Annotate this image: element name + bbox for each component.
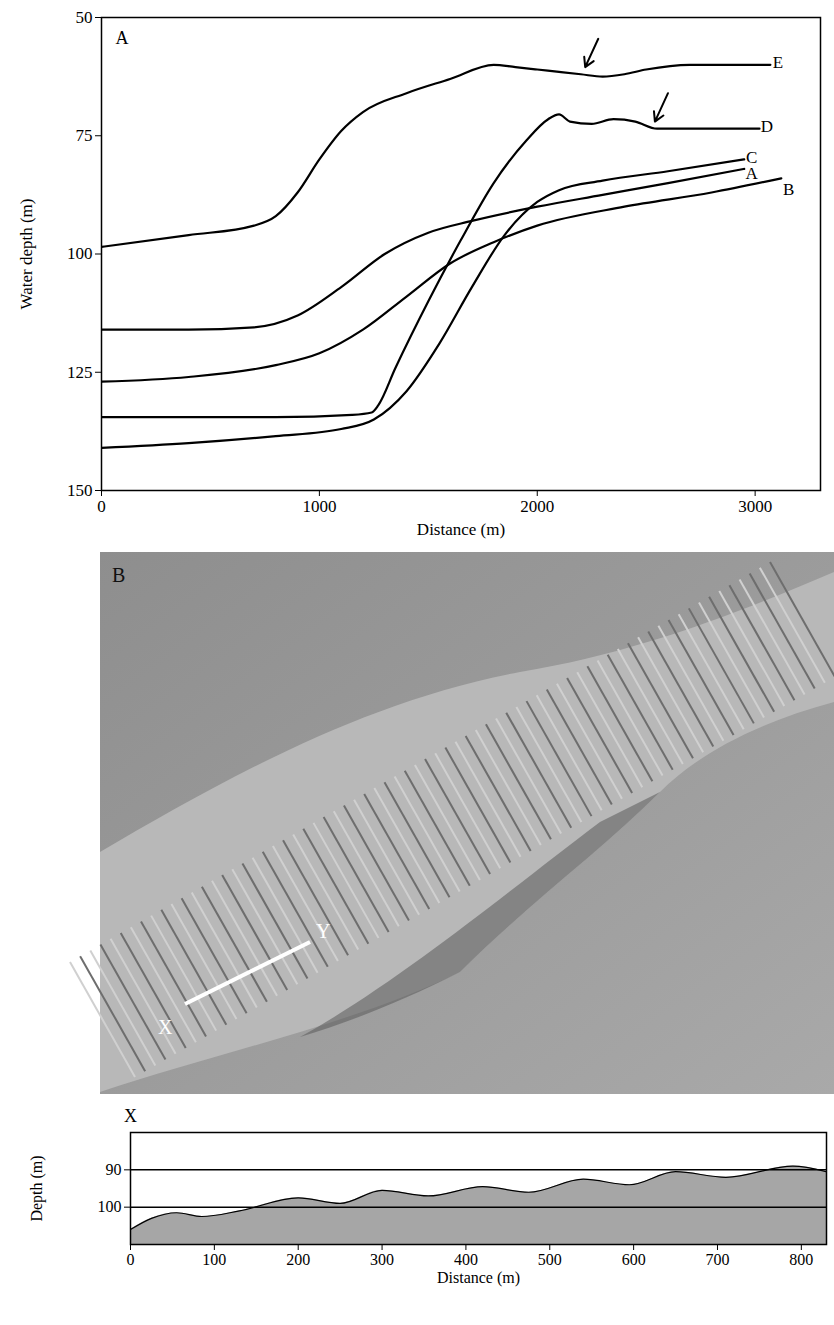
svg-text:Depth (m): Depth (m) [28, 1155, 46, 1221]
svg-text:200: 200 [286, 1251, 310, 1268]
svg-text:X: X [158, 1016, 173, 1038]
svg-text:500: 500 [538, 1251, 562, 1268]
svg-text:Water depth (m): Water depth (m) [17, 199, 36, 310]
svg-text:75: 75 [76, 126, 93, 145]
svg-text:800: 800 [789, 1251, 813, 1268]
svg-text:3000: 3000 [738, 497, 772, 516]
svg-text:100: 100 [202, 1251, 226, 1268]
svg-text:150: 150 [67, 481, 93, 500]
svg-text:0: 0 [97, 497, 106, 516]
svg-text:100: 100 [67, 244, 93, 263]
svg-text:E: E [773, 53, 783, 72]
svg-text:Y: Y [316, 920, 330, 942]
svg-text:X: X [124, 1106, 137, 1126]
svg-text:90: 90 [106, 1161, 122, 1178]
svg-text:50: 50 [76, 8, 93, 27]
svg-text:C: C [746, 147, 758, 167]
svg-text:A: A [116, 28, 129, 48]
svg-text:D: D [761, 117, 773, 136]
svg-text:B: B [783, 180, 794, 199]
svg-text:1000: 1000 [302, 497, 336, 516]
svg-text:Distance (m): Distance (m) [437, 1269, 520, 1287]
svg-text:125: 125 [67, 363, 93, 382]
svg-text:700: 700 [705, 1251, 729, 1268]
svg-text:300: 300 [370, 1251, 394, 1268]
svg-text:Distance (m): Distance (m) [417, 520, 505, 539]
svg-text:B: B [112, 564, 125, 586]
svg-text:100: 100 [98, 1198, 122, 1215]
svg-text:2000: 2000 [520, 497, 554, 516]
svg-text:0: 0 [127, 1251, 135, 1268]
svg-text:A: A [746, 164, 759, 183]
svg-text:600: 600 [622, 1251, 646, 1268]
svg-text:400: 400 [454, 1251, 478, 1268]
